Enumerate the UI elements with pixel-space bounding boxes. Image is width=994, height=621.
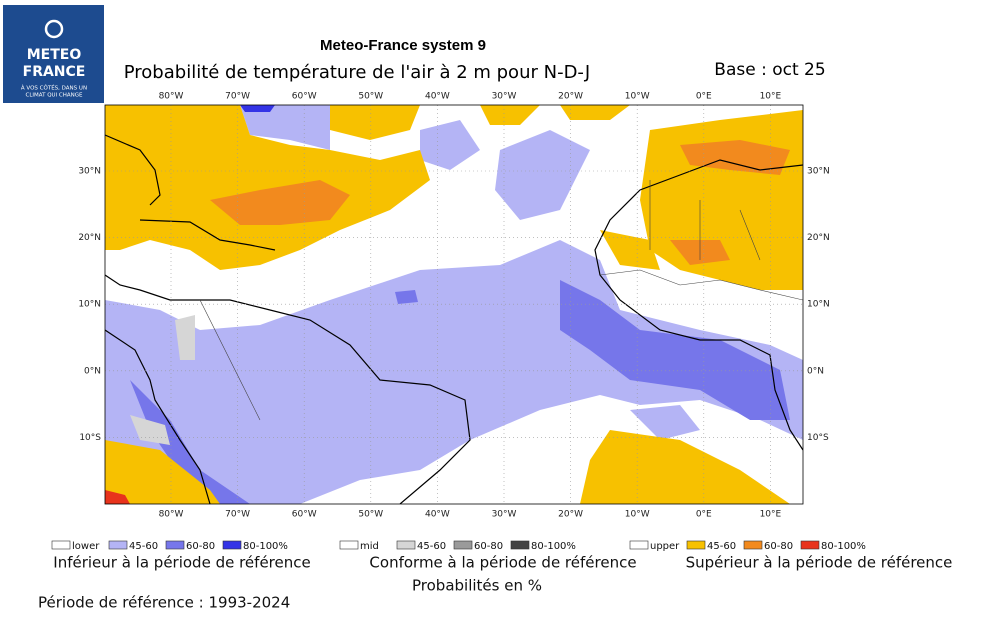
lon-label: 60°W <box>292 510 317 520</box>
legend-label: mid <box>360 541 379 552</box>
lon-label: 80°W <box>159 510 184 520</box>
units-note: Probabilités en % <box>412 577 542 595</box>
legend-label: 80-100% <box>531 541 576 552</box>
logo-tagline: À VOS CÔTÉS, DANS UN <box>21 84 87 92</box>
legend-label: 80-100% <box>243 541 288 552</box>
lat-label: 20°N <box>78 233 101 243</box>
lon-label: 40°W <box>425 510 450 520</box>
lon-label: 80°W <box>159 92 184 102</box>
lon-label: 20°W <box>558 510 583 520</box>
legend-caption: Supérieur à la période de référence <box>686 554 953 572</box>
legend-label: upper <box>650 541 680 552</box>
lon-label: 50°W <box>358 92 383 102</box>
lat-label: 10°S <box>807 433 829 443</box>
legend-swatch <box>165 540 185 550</box>
legend-caption: Inférieur à la période de référence <box>53 554 310 572</box>
lon-label: 70°W <box>225 92 250 102</box>
subtitle: Probabilité de température de l'air à 2 … <box>124 62 590 83</box>
legend-label: lower <box>72 541 100 552</box>
legend-swatch <box>800 540 820 550</box>
legend-swatch <box>222 540 242 550</box>
lon-label: 10°W <box>625 510 650 520</box>
lat-label: 30°N <box>78 167 101 177</box>
lat-label: 30°N <box>807 167 830 177</box>
lat-label: 10°N <box>78 300 101 310</box>
legend-label: 60-80 <box>474 541 503 552</box>
lon-label: 10°E <box>760 510 782 520</box>
legend-swatch <box>51 540 71 550</box>
reference-period: Période de référence : 1993-2024 <box>38 594 290 612</box>
graticule: 80°W 80°W 70°W 70°W 60°W 60°W 50°W 50°W 40°W 40°W… <box>78 92 829 520</box>
legend-swatch <box>686 540 706 550</box>
logo-tagline: CLIMAT QUI CHANGE <box>25 93 83 99</box>
lat-label: 10°N <box>807 300 830 310</box>
legend-label: 60-80 <box>764 541 793 552</box>
lon-label: 70°W <box>225 510 250 520</box>
legend-label: 45-60 <box>417 541 446 552</box>
legend-label: 80-100% <box>821 541 866 552</box>
legend-swatch <box>629 540 649 550</box>
legend-label: 45-60 <box>129 541 158 552</box>
lon-label: 0°E <box>696 92 712 102</box>
lon-label: 20°W <box>558 92 583 102</box>
legend-swatch <box>108 540 128 550</box>
title: Meteo-France system 9 <box>320 37 486 54</box>
lon-label: 10°E <box>760 92 782 102</box>
base-date: Base : oct 25 <box>714 60 825 80</box>
lon-label: 40°W <box>425 92 450 102</box>
lat-label: 10°S <box>79 433 101 443</box>
logo-text: METEO <box>27 47 82 63</box>
legend: lower 45-60 60-80 80-100% Inférieur à la pér… <box>51 540 953 572</box>
legend-swatch <box>510 540 530 550</box>
legend-swatch <box>396 540 416 550</box>
legend-caption: Conforme à la période de référence <box>369 554 636 572</box>
lat-label: 0°N <box>807 366 824 376</box>
map-frame <box>104 104 804 505</box>
legend-swatch <box>339 540 359 550</box>
lat-label: 20°N <box>807 233 830 243</box>
lon-label: 30°W <box>492 510 517 520</box>
legend-swatch <box>453 540 473 550</box>
legend-label: 45-60 <box>707 541 736 552</box>
lat-label: 0°N <box>84 366 101 376</box>
legend-swatch <box>743 540 763 550</box>
lon-label: 50°W <box>358 510 383 520</box>
legend-label: 60-80 <box>186 541 215 552</box>
lon-label: 30°W <box>492 92 517 102</box>
logo-text: FRANCE <box>23 64 86 80</box>
lon-label: 10°W <box>625 92 650 102</box>
lon-label: 60°W <box>292 92 317 102</box>
lon-label: 0°E <box>696 510 712 520</box>
logo-icon <box>44 19 64 39</box>
